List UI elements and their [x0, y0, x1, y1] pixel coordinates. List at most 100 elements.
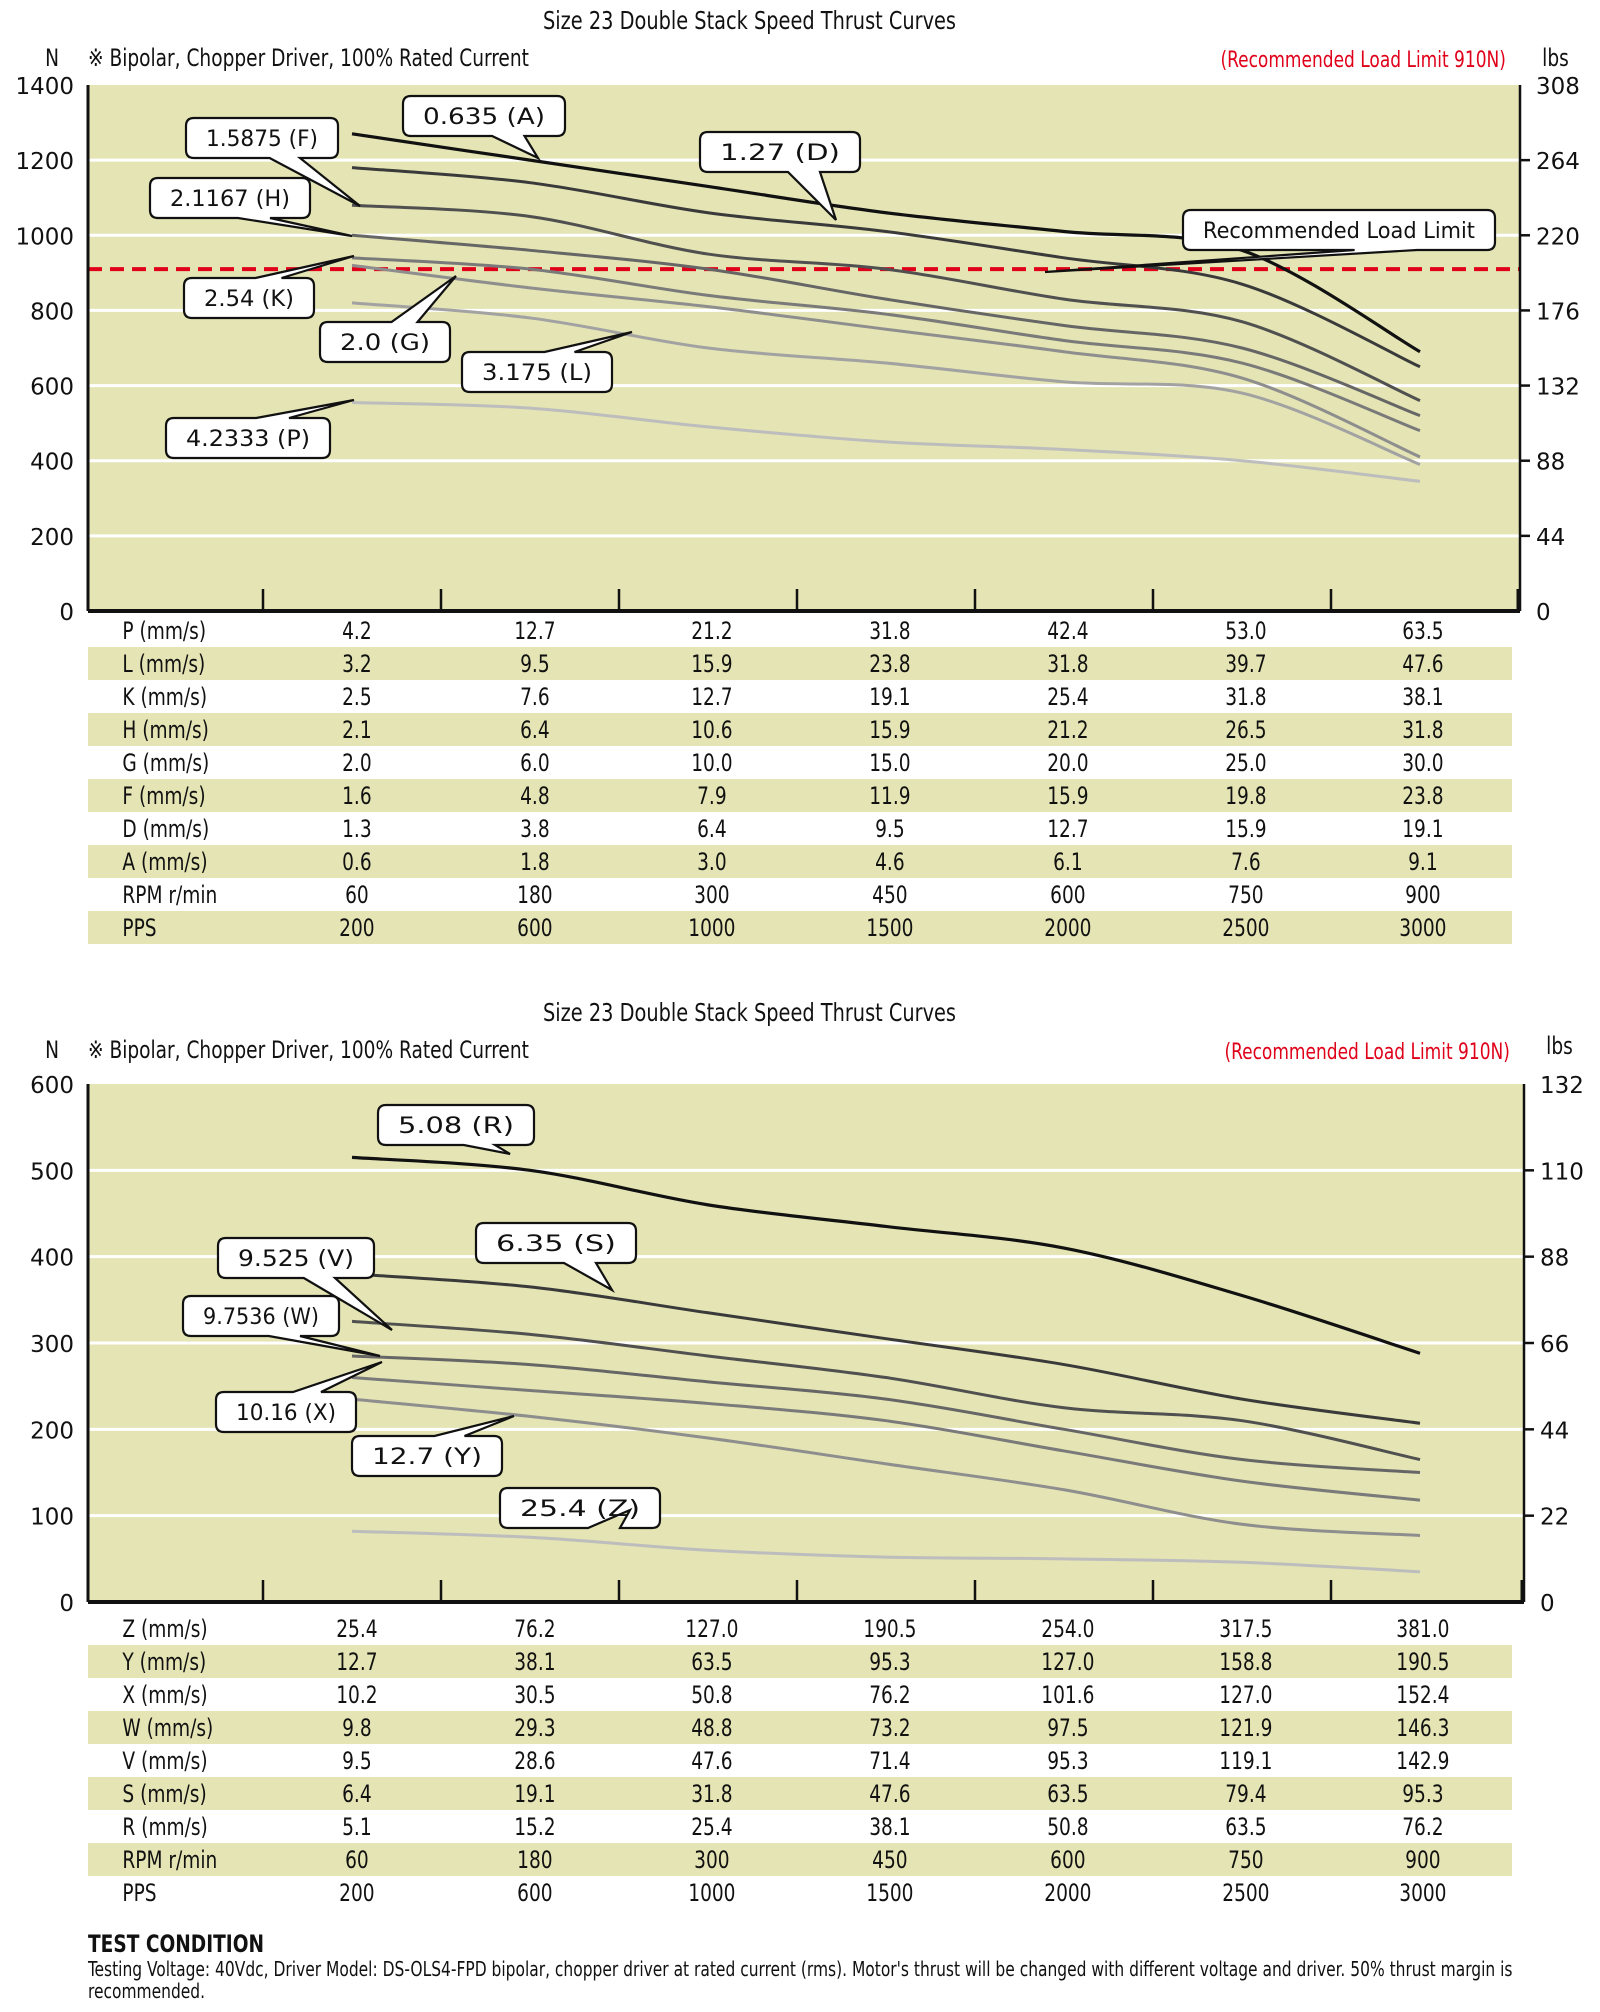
- table-cell: 3000: [1399, 913, 1447, 942]
- table-cell: 200: [338, 1878, 375, 1907]
- table-cell: 25.4: [336, 1614, 378, 1643]
- series-line-L: [351, 301, 1421, 466]
- y-tick-label-right: 132: [1536, 375, 1580, 401]
- table-cell: 19.8: [1224, 781, 1267, 810]
- callout-H: 2.1167 (H): [148, 176, 353, 238]
- y-tick-label-left: 300: [30, 1332, 74, 1358]
- table-row: V (mm/s) 9.5 28.6 47.6 71.4 95.3 119.1 142.9: [88, 1744, 1512, 1777]
- callout-label: 10.16 (X): [236, 1401, 336, 1426]
- y-tick-label-right: 0: [1536, 600, 1551, 626]
- table-cell: 7.6: [1230, 847, 1261, 876]
- y-tick-label-left: 600: [30, 375, 74, 401]
- table-cell: 2500: [1221, 1878, 1270, 1907]
- table-row-label: S (mm/s): [122, 1779, 207, 1808]
- table-cell: 23.8: [869, 649, 911, 678]
- y-tick-label-right: 66: [1540, 1332, 1569, 1358]
- table-cell: 121.9: [1218, 1713, 1272, 1742]
- table-cell: 190.5: [863, 1614, 917, 1643]
- table-row: F (mm/s) 1.6 4.8 7.9 11.9 15.9 19.8 23.8: [88, 779, 1512, 812]
- y-tick-label-left: 200: [30, 1418, 74, 1444]
- series-line-Z: [351, 1529, 1421, 1574]
- table-cell: 7.9: [697, 781, 727, 810]
- callout-Y: 12.7 (Y): [350, 1414, 515, 1478]
- table-cell: 50.8: [691, 1680, 733, 1709]
- table-cell: 76.2: [513, 1614, 556, 1643]
- callout-label: 5.08 (R): [398, 1114, 514, 1139]
- table-cell: 76.2: [1402, 1812, 1444, 1841]
- table-cell: 79.4: [1224, 1779, 1267, 1808]
- table-cell: 23.8: [1402, 781, 1444, 810]
- table-cell: 900: [1405, 880, 1441, 909]
- callout-F: 1.5875 (F): [184, 116, 361, 207]
- series-line-X: [351, 1376, 1421, 1502]
- table-row: Z (mm/s) 25.4 76.2 127.0 190.5 254.0 317.5 381.…: [88, 1612, 1512, 1645]
- table-cell: 53.0: [1224, 616, 1267, 645]
- callout-label: 12.7 (Y): [372, 1445, 482, 1470]
- callout-D: 1.27 (D): [698, 130, 862, 221]
- table-cell: 31.8: [691, 1779, 733, 1808]
- callout-R: 5.08 (R): [376, 1103, 536, 1156]
- table-row: D (mm/s) 1.3 3.8 6.4 9.5 12.7 15.9 19.1: [88, 812, 1512, 845]
- table-cell: 63.5: [1402, 616, 1444, 645]
- callout-G: 2.0 (G): [318, 275, 457, 364]
- table-row-label: X (mm/s): [122, 1680, 208, 1709]
- table-cell: 7.6: [519, 682, 550, 711]
- table-cell: 19.1: [869, 682, 911, 711]
- table-row-label: F (mm/s): [122, 781, 206, 810]
- table-cell: 31.8: [1047, 649, 1089, 678]
- table-cell: 900: [1405, 1845, 1441, 1874]
- table-cell: 47.6: [869, 1779, 911, 1808]
- y-tick-label-left: 400: [30, 1246, 74, 1272]
- series-line-F: [351, 203, 1421, 402]
- y-tick-label-right: 110: [1540, 1159, 1584, 1185]
- table-cell: 4.8: [519, 781, 550, 810]
- callout-label: 1.27 (D): [720, 141, 840, 166]
- callout-bubble: [214, 1360, 383, 1434]
- y-tick-label-left: 0: [59, 600, 74, 626]
- callout-label: 9.7536 (W): [203, 1305, 319, 1330]
- table-cell: 63.5: [1224, 1812, 1267, 1841]
- table-cell: 15.9: [1047, 781, 1089, 810]
- table-cell: 2.1: [341, 715, 372, 744]
- table-row-label: P (mm/s): [122, 616, 207, 645]
- table-cell: 1.3: [341, 814, 372, 843]
- table-cell: 2000: [1044, 1878, 1092, 1907]
- y-tick-label-left: 1200: [15, 149, 74, 175]
- table-row: L (mm/s) 3.2 9.5 15.9 23.8 31.8 39.7 47.6: [88, 647, 1512, 680]
- callout-W: 9.7536 (W): [181, 1294, 381, 1358]
- callout-V: 9.525 (V): [216, 1236, 393, 1331]
- table-cell: 97.5: [1047, 1713, 1089, 1742]
- table-cell: 50.8: [1047, 1812, 1089, 1841]
- y-tick-label-left: 1400: [15, 74, 74, 100]
- table-cell: 4.2: [341, 616, 372, 645]
- table-cell: 1000: [688, 1878, 736, 1907]
- y-tick-label-right: 220: [1536, 224, 1580, 250]
- table-cell: 190.5: [1396, 1647, 1450, 1676]
- table-row-label: H (mm/s): [122, 715, 209, 744]
- table-cell: 450: [872, 1845, 908, 1874]
- table-row-label: Y (mm/s): [122, 1647, 207, 1676]
- table-cell: 26.5: [1224, 715, 1267, 744]
- callout-bubble: [318, 275, 457, 364]
- table-cell: 127.0: [1041, 1647, 1095, 1676]
- series-line-P: [351, 400, 1421, 483]
- series-line-K: [351, 256, 1421, 433]
- y-tick-label-left: 600: [30, 1073, 74, 1099]
- table-cell: 200: [338, 913, 375, 942]
- y-tick-label-left: 100: [30, 1505, 74, 1531]
- table-cell: 254.0: [1041, 1614, 1095, 1643]
- table-cell: 95.3: [1402, 1779, 1444, 1808]
- chart2-plot: 600 132 500 110 400 88 300 66 200 44 100 22 0 0 5.08 (…: [30, 1073, 1584, 1617]
- callout-label: 2.54 (K): [204, 287, 294, 312]
- callout-bubble: [498, 1486, 662, 1530]
- table-row: P (mm/s) 4.2 12.7 21.2 31.8 42.4 53.0 63.5: [88, 614, 1512, 647]
- chart1-speed-table: P (mm/s) 4.2 12.7 21.2 31.8 42.4 53.0 63.5 L (mm…: [88, 614, 1512, 944]
- table-cell: 6.1: [1052, 847, 1083, 876]
- chart2-speed-table: Z (mm/s) 25.4 76.2 127.0 190.5 254.0 317.5 381.…: [88, 1612, 1512, 1909]
- table-cell: 11.9: [869, 781, 911, 810]
- y-tick-label-left: 0: [59, 1591, 74, 1617]
- table-row-label: W (mm/s): [122, 1713, 214, 1742]
- table-cell: 6.4: [341, 1779, 372, 1808]
- table-cell: 180: [516, 880, 553, 909]
- callout-bubble: [698, 130, 862, 221]
